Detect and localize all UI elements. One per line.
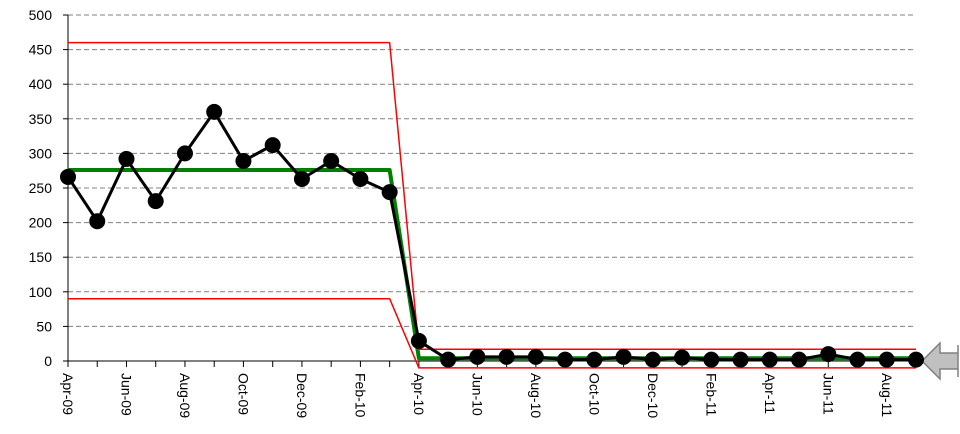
data-point xyxy=(791,351,808,368)
x-tick-label: Aug-09 xyxy=(177,373,193,418)
y-tick-label: 350 xyxy=(29,111,53,127)
data-point xyxy=(498,348,515,365)
data-point xyxy=(703,351,720,368)
data-point xyxy=(235,153,252,170)
y-tick-label: 450 xyxy=(29,42,53,58)
x-tick-label: Dec-10 xyxy=(645,373,661,418)
y-tick-label: 500 xyxy=(29,7,53,23)
data-point xyxy=(264,137,281,154)
arrow-icon xyxy=(920,341,959,381)
data-point xyxy=(118,150,135,167)
series-line xyxy=(68,297,916,369)
series-line xyxy=(68,41,916,350)
y-tick-label: 100 xyxy=(29,284,53,300)
data-point xyxy=(206,103,223,120)
data-point xyxy=(878,351,895,368)
data-point xyxy=(293,171,310,188)
data-point xyxy=(440,351,457,368)
data-point xyxy=(527,348,544,365)
x-tick-label: Aug-11 xyxy=(879,373,895,417)
data-point xyxy=(60,168,76,185)
x-tick-label: Oct-09 xyxy=(235,373,251,415)
data-point xyxy=(849,351,866,368)
x-tick-label: Aug-10 xyxy=(528,373,544,418)
data-point xyxy=(381,184,398,201)
data-point xyxy=(352,171,369,188)
data-point xyxy=(176,145,193,162)
x-tick-label: Jun-10 xyxy=(469,373,485,416)
data-point xyxy=(644,351,661,368)
data-point xyxy=(469,348,486,365)
data-point xyxy=(557,351,574,368)
data-point xyxy=(323,153,340,170)
x-tick-label: Apr-10 xyxy=(411,373,427,415)
x-tick-label: Dec-09 xyxy=(294,373,310,418)
y-tick-label: 50 xyxy=(36,318,52,334)
data-point xyxy=(908,351,924,368)
y-tick-label: 300 xyxy=(29,145,53,161)
y-tick-label: 250 xyxy=(29,180,53,196)
data-point xyxy=(586,351,603,368)
data-point xyxy=(761,351,778,368)
data-point xyxy=(615,348,632,365)
series-line xyxy=(68,168,916,361)
x-tick-label: Feb-11 xyxy=(703,373,719,417)
series-line xyxy=(66,110,916,362)
y-tick-label: 0 xyxy=(44,353,52,369)
data-point xyxy=(89,213,106,230)
data-point xyxy=(820,346,837,363)
x-tick-label: Apr-09 xyxy=(60,373,76,415)
x-tick-label: Jun-11 xyxy=(820,373,836,415)
x-tick-label: Jun-09 xyxy=(118,373,134,416)
data-point xyxy=(674,349,691,366)
x-tick-label: Oct-10 xyxy=(586,373,602,415)
data-point xyxy=(147,193,164,210)
y-tick-label: 400 xyxy=(29,76,53,92)
x-tick-label: Apr-11 xyxy=(762,373,778,414)
data-point xyxy=(410,332,427,349)
x-tick-label: Feb-10 xyxy=(352,373,368,418)
y-tick-label: 200 xyxy=(29,215,53,231)
y-tick-label: 150 xyxy=(29,249,53,265)
data-point xyxy=(732,351,749,368)
